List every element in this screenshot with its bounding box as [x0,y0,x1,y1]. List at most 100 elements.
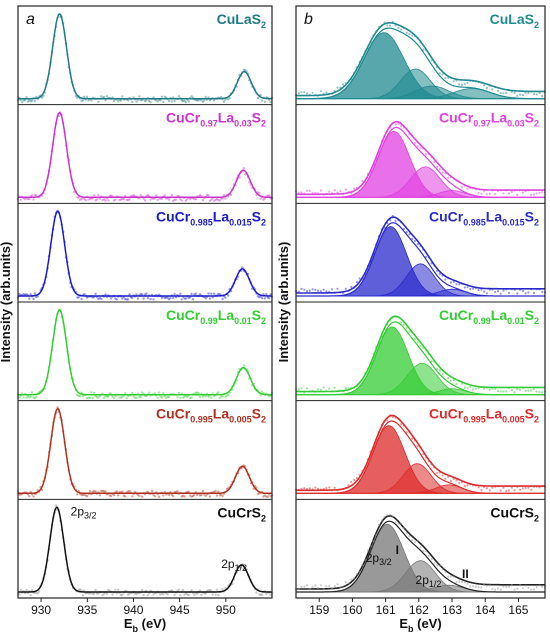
data-point [472,585,475,588]
data-point [224,197,227,200]
data-point [101,593,104,597]
data-point [121,95,124,98]
data-point [172,199,175,203]
data-point [419,344,422,348]
data-point [81,493,85,497]
data-point [538,584,541,587]
data-point [496,89,500,92]
data-point [260,390,264,393]
data-point [438,564,441,567]
data-point [369,362,372,365]
compound-label: CuCr0.97La0.03S2 [166,110,266,129]
data-point [30,99,34,102]
data-point [499,390,502,393]
data-point [138,395,141,399]
data-point [411,437,414,440]
data-point [221,297,224,301]
data-point [184,592,188,595]
data-point [197,391,200,395]
data-point [355,186,358,189]
data-point [269,593,272,597]
data-point [480,81,483,85]
data-point [29,100,32,103]
data-point [333,585,336,588]
data-point [355,66,358,69]
data-point [163,296,166,300]
component-1 [295,463,546,494]
data-point [167,99,171,103]
data-point [499,189,502,192]
data-point [97,396,100,399]
x-tick-label: 159 [309,603,329,617]
data-point [358,381,361,384]
panel-a: CuLaS2 CuCr0.97La0.03S2 CuCr0.985La0.015S2… [0,5,274,634]
data-point [317,388,320,391]
data-point [455,382,458,385]
annotation-2p12: 2p1/2 [416,573,442,589]
data-point [227,393,230,397]
data-point [319,388,322,391]
data-point [303,91,306,94]
envelope-fit [296,222,545,297]
data-point [377,25,381,28]
data-point [90,391,93,394]
data-point [527,189,530,192]
data-point [416,37,419,40]
data-point [180,298,183,301]
data-point [300,487,303,490]
x-tick-label: 160 [342,603,362,617]
data-point [167,395,171,399]
data-point [532,588,536,591]
data-point [100,489,103,493]
data-point [427,459,430,462]
data-point [139,292,142,296]
data-point [85,495,89,498]
data-point [488,288,491,291]
data-point [389,24,392,27]
data-point [93,592,96,595]
data-point [386,129,389,133]
data-point [268,395,271,398]
data-point [319,189,322,192]
fit-line [18,506,272,593]
data-point [119,593,123,597]
data-point [30,391,34,394]
data-point [483,290,486,293]
data-point [341,83,345,86]
data-point [319,584,322,587]
data-point [224,296,227,299]
data-point [317,289,320,292]
data-point [83,95,86,99]
data-point [172,494,175,498]
data-point [260,297,264,300]
data-point [364,272,367,276]
data-point [375,30,378,33]
data-point [483,583,486,587]
data-point [193,197,196,201]
data-point [488,489,491,492]
data-point [190,396,193,399]
data-point [422,147,425,150]
data-point [527,291,530,294]
data-point [91,490,95,493]
data-point [135,293,138,296]
data-point [507,192,511,195]
data-point [532,291,536,294]
data-point [172,296,175,300]
data-point [347,80,350,83]
spectrum-a-1: CuCr0.97La0.03S2 [16,110,274,203]
x-tick-label: 162 [409,603,429,617]
data-point [124,297,127,301]
data-point [328,92,331,96]
data-point [488,192,491,195]
data-point [306,290,309,293]
data-point [519,488,522,491]
data-point [472,287,475,290]
data-point [350,77,353,81]
data-point [242,167,245,170]
data-point [358,277,361,280]
data-point [173,198,176,201]
data-point [530,288,533,291]
data-point [111,395,114,398]
data-point [472,79,475,83]
